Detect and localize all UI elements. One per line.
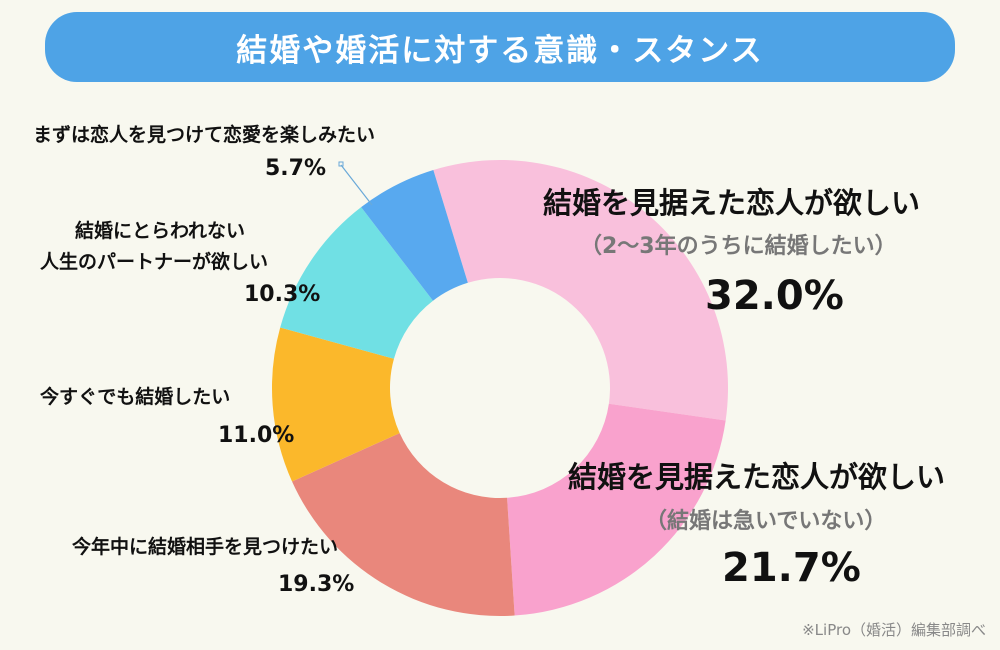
label-marry-now: 今すぐでも結婚したい [40,386,231,408]
pct-enjoy-romance: 5.7% [265,156,327,181]
donut-slice-0 [433,159,728,421]
label-partner-line2: 人生のパートナーが欲しい [40,251,269,273]
sublabel-lover-no-rush: （結婚は急いでいない） [645,509,887,534]
label-partner-line1: 結婚にとらわれない [75,220,246,242]
label-lover-no-rush: 結婚を見据えた恋人が欲しい [568,460,946,494]
sublabel-lover-2-3yrs: （2〜3年のうちに結婚したい） [580,234,897,259]
chart-title: 結婚や婚活に対する意識・スタンス [236,32,764,69]
donut-slice-5 [361,169,468,301]
donut-slice-1 [507,403,726,616]
donut-slice-4 [280,207,434,359]
leader-line [340,164,373,206]
pct-marry-now: 11.0% [218,423,295,448]
donut-slice-2 [292,433,515,617]
pct-lover-2-3yrs: 32.0% [705,273,844,319]
label-enjoy-romance: まずは恋人を見つけて恋愛を楽しみたい [33,124,376,146]
donut-slice-3 [271,327,400,482]
title-banner: 結婚や婚活に対する意識・スタンス [45,12,955,82]
label-lover-2-3yrs: 結婚を見据えた恋人が欲しい [543,186,921,220]
pct-this-year: 19.3% [278,572,355,597]
pct-partner: 10.3% [244,282,321,307]
label-this-year: 今年中に結婚相手を見つけたい [72,536,339,558]
source-note: ※LiPro（婚活）編集部調べ [802,621,986,639]
leader-line-marker [338,161,344,167]
pct-lover-no-rush: 21.7% [722,545,861,591]
